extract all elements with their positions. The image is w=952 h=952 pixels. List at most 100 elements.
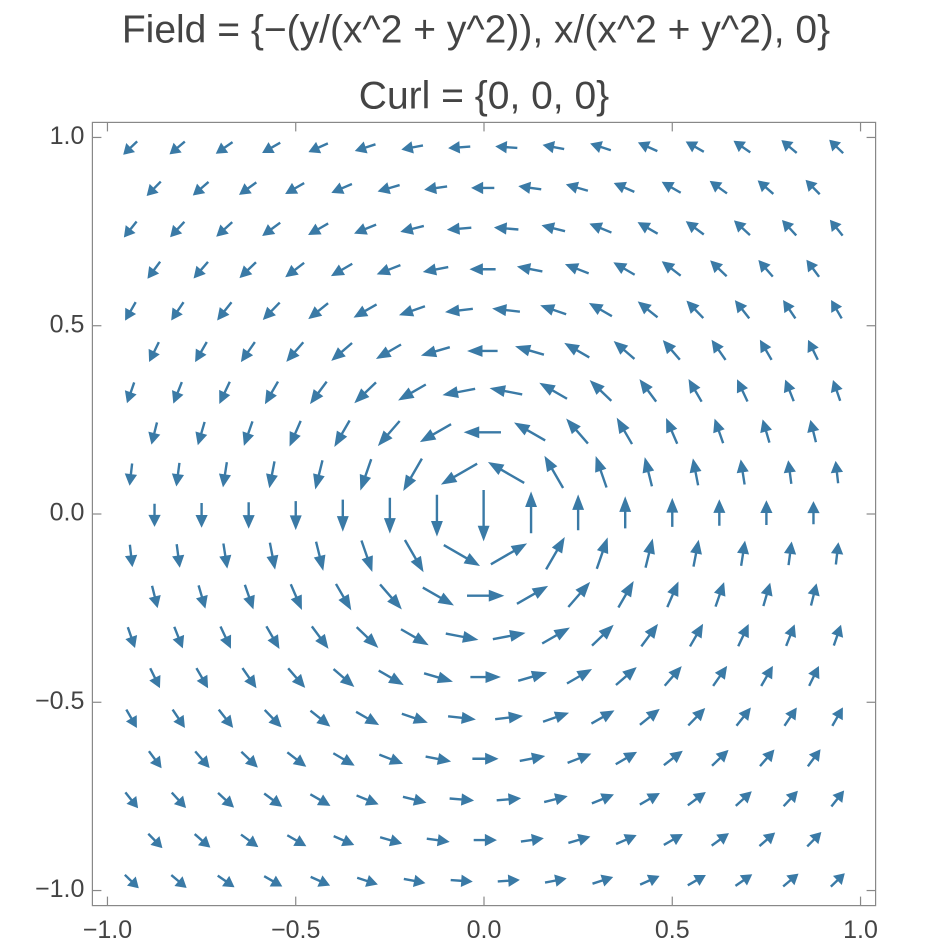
vector-arrow	[495, 711, 523, 724]
vector-arrow	[313, 541, 326, 571]
vector-arrow	[760, 500, 773, 525]
vector-arrow	[286, 341, 305, 362]
vector-arrow	[783, 300, 797, 320]
vector-arrow	[440, 462, 478, 485]
vector-arrow	[497, 874, 520, 887]
vector-arrow	[148, 503, 161, 527]
vector-arrow	[808, 665, 820, 687]
vector-arrow	[148, 422, 161, 445]
vector-arrow	[589, 380, 613, 402]
vector-arrow	[736, 379, 749, 402]
vector-arrow	[685, 221, 705, 236]
vector-arrow	[689, 458, 702, 486]
vector-arrow	[262, 301, 281, 321]
vector-arrow	[543, 793, 568, 806]
vector-arrow	[713, 499, 726, 526]
y-tick-label: −0.5	[35, 687, 84, 715]
vector-arrow	[171, 708, 185, 728]
vector-arrow	[266, 542, 279, 570]
vector-arrow	[423, 671, 453, 684]
vector-arrow	[376, 263, 401, 276]
vector-arrow	[782, 790, 798, 808]
vector-arrow	[124, 382, 137, 404]
vector-arrow	[309, 793, 331, 806]
vector-arrow	[663, 750, 683, 767]
vector-arrow	[172, 544, 185, 568]
vector-arrow	[401, 712, 428, 724]
vector-arrow	[759, 749, 775, 767]
vector-arrow	[495, 141, 518, 154]
vector-arrow	[783, 379, 796, 402]
chart-subtitle: Curl = {0, 0, 0}	[359, 74, 609, 117]
vector-arrow	[195, 421, 208, 446]
vector-arrow	[242, 502, 255, 529]
vector-arrow	[713, 418, 725, 444]
vector-arrow	[170, 220, 186, 238]
vector-arrow	[192, 181, 210, 196]
vector-arrow	[663, 833, 683, 846]
vector-arrow	[572, 494, 585, 531]
vector-arrow	[310, 875, 331, 887]
vector-arrow	[758, 259, 774, 278]
vector-arrow	[356, 875, 378, 887]
vector-arrow	[149, 667, 161, 689]
vector-arrow	[442, 386, 476, 398]
vector-arrow	[308, 302, 329, 320]
vector-arrow	[467, 345, 498, 357]
vector-arrow	[709, 180, 728, 195]
vector-arrow	[688, 379, 703, 403]
vector-arrow	[470, 671, 501, 683]
vector-arrow	[243, 584, 255, 610]
vector-arrow	[733, 220, 751, 236]
vector-arrow	[463, 426, 501, 439]
x-tick-label: 1.0	[843, 916, 878, 944]
vector-arrow	[595, 537, 609, 570]
vector-arrow	[807, 419, 820, 443]
vector-arrow	[590, 141, 612, 153]
vector-arrow	[492, 630, 526, 642]
vector-arrow	[147, 260, 162, 279]
vector-arrow	[564, 342, 590, 359]
vector-arrow	[219, 381, 231, 404]
vector-arrow	[170, 791, 187, 809]
vector-arrow	[807, 501, 820, 525]
vector-arrow	[642, 457, 655, 487]
vector-arrow	[310, 625, 329, 649]
vector-arrow	[401, 141, 424, 154]
vector-arrow	[472, 752, 499, 765]
vector-arrow	[400, 222, 425, 235]
vector-arrow	[736, 459, 749, 485]
vector-arrow	[332, 752, 355, 766]
vector-arrow	[194, 750, 210, 769]
vector-arrow	[354, 381, 377, 404]
vector-arrow	[124, 873, 139, 889]
vector-arrow	[123, 140, 138, 155]
vector-arrow	[637, 301, 659, 319]
vector-arrow	[514, 422, 546, 442]
vector-arrow	[806, 749, 821, 768]
vector-arrow	[124, 463, 138, 486]
vector-arrow	[592, 874, 614, 887]
vector-arrow	[286, 751, 307, 767]
vector-arrow	[615, 667, 637, 686]
vector-arrow	[758, 832, 776, 847]
vector-arrow	[615, 751, 638, 766]
vector-arrow	[445, 304, 473, 317]
vector-arrow	[688, 623, 704, 648]
vector-arrow	[425, 753, 452, 765]
vector-arrow	[487, 462, 525, 485]
x-tick-label: 0.0	[467, 916, 502, 944]
vector-arrow	[125, 301, 137, 321]
vector-arrow	[566, 418, 589, 445]
vector-arrow	[215, 141, 234, 154]
vector-arrow	[146, 180, 162, 196]
vector-arrow	[805, 179, 821, 196]
vector-arrow	[710, 260, 728, 278]
vector-arrow	[148, 341, 160, 363]
x-tick-label: −1.0	[83, 916, 132, 944]
y-tick-label: 0.5	[50, 310, 85, 338]
vector-arrow	[807, 583, 820, 606]
vector-arrow	[422, 586, 454, 606]
vector-arrow	[289, 420, 302, 447]
vector-arrow	[383, 497, 396, 534]
